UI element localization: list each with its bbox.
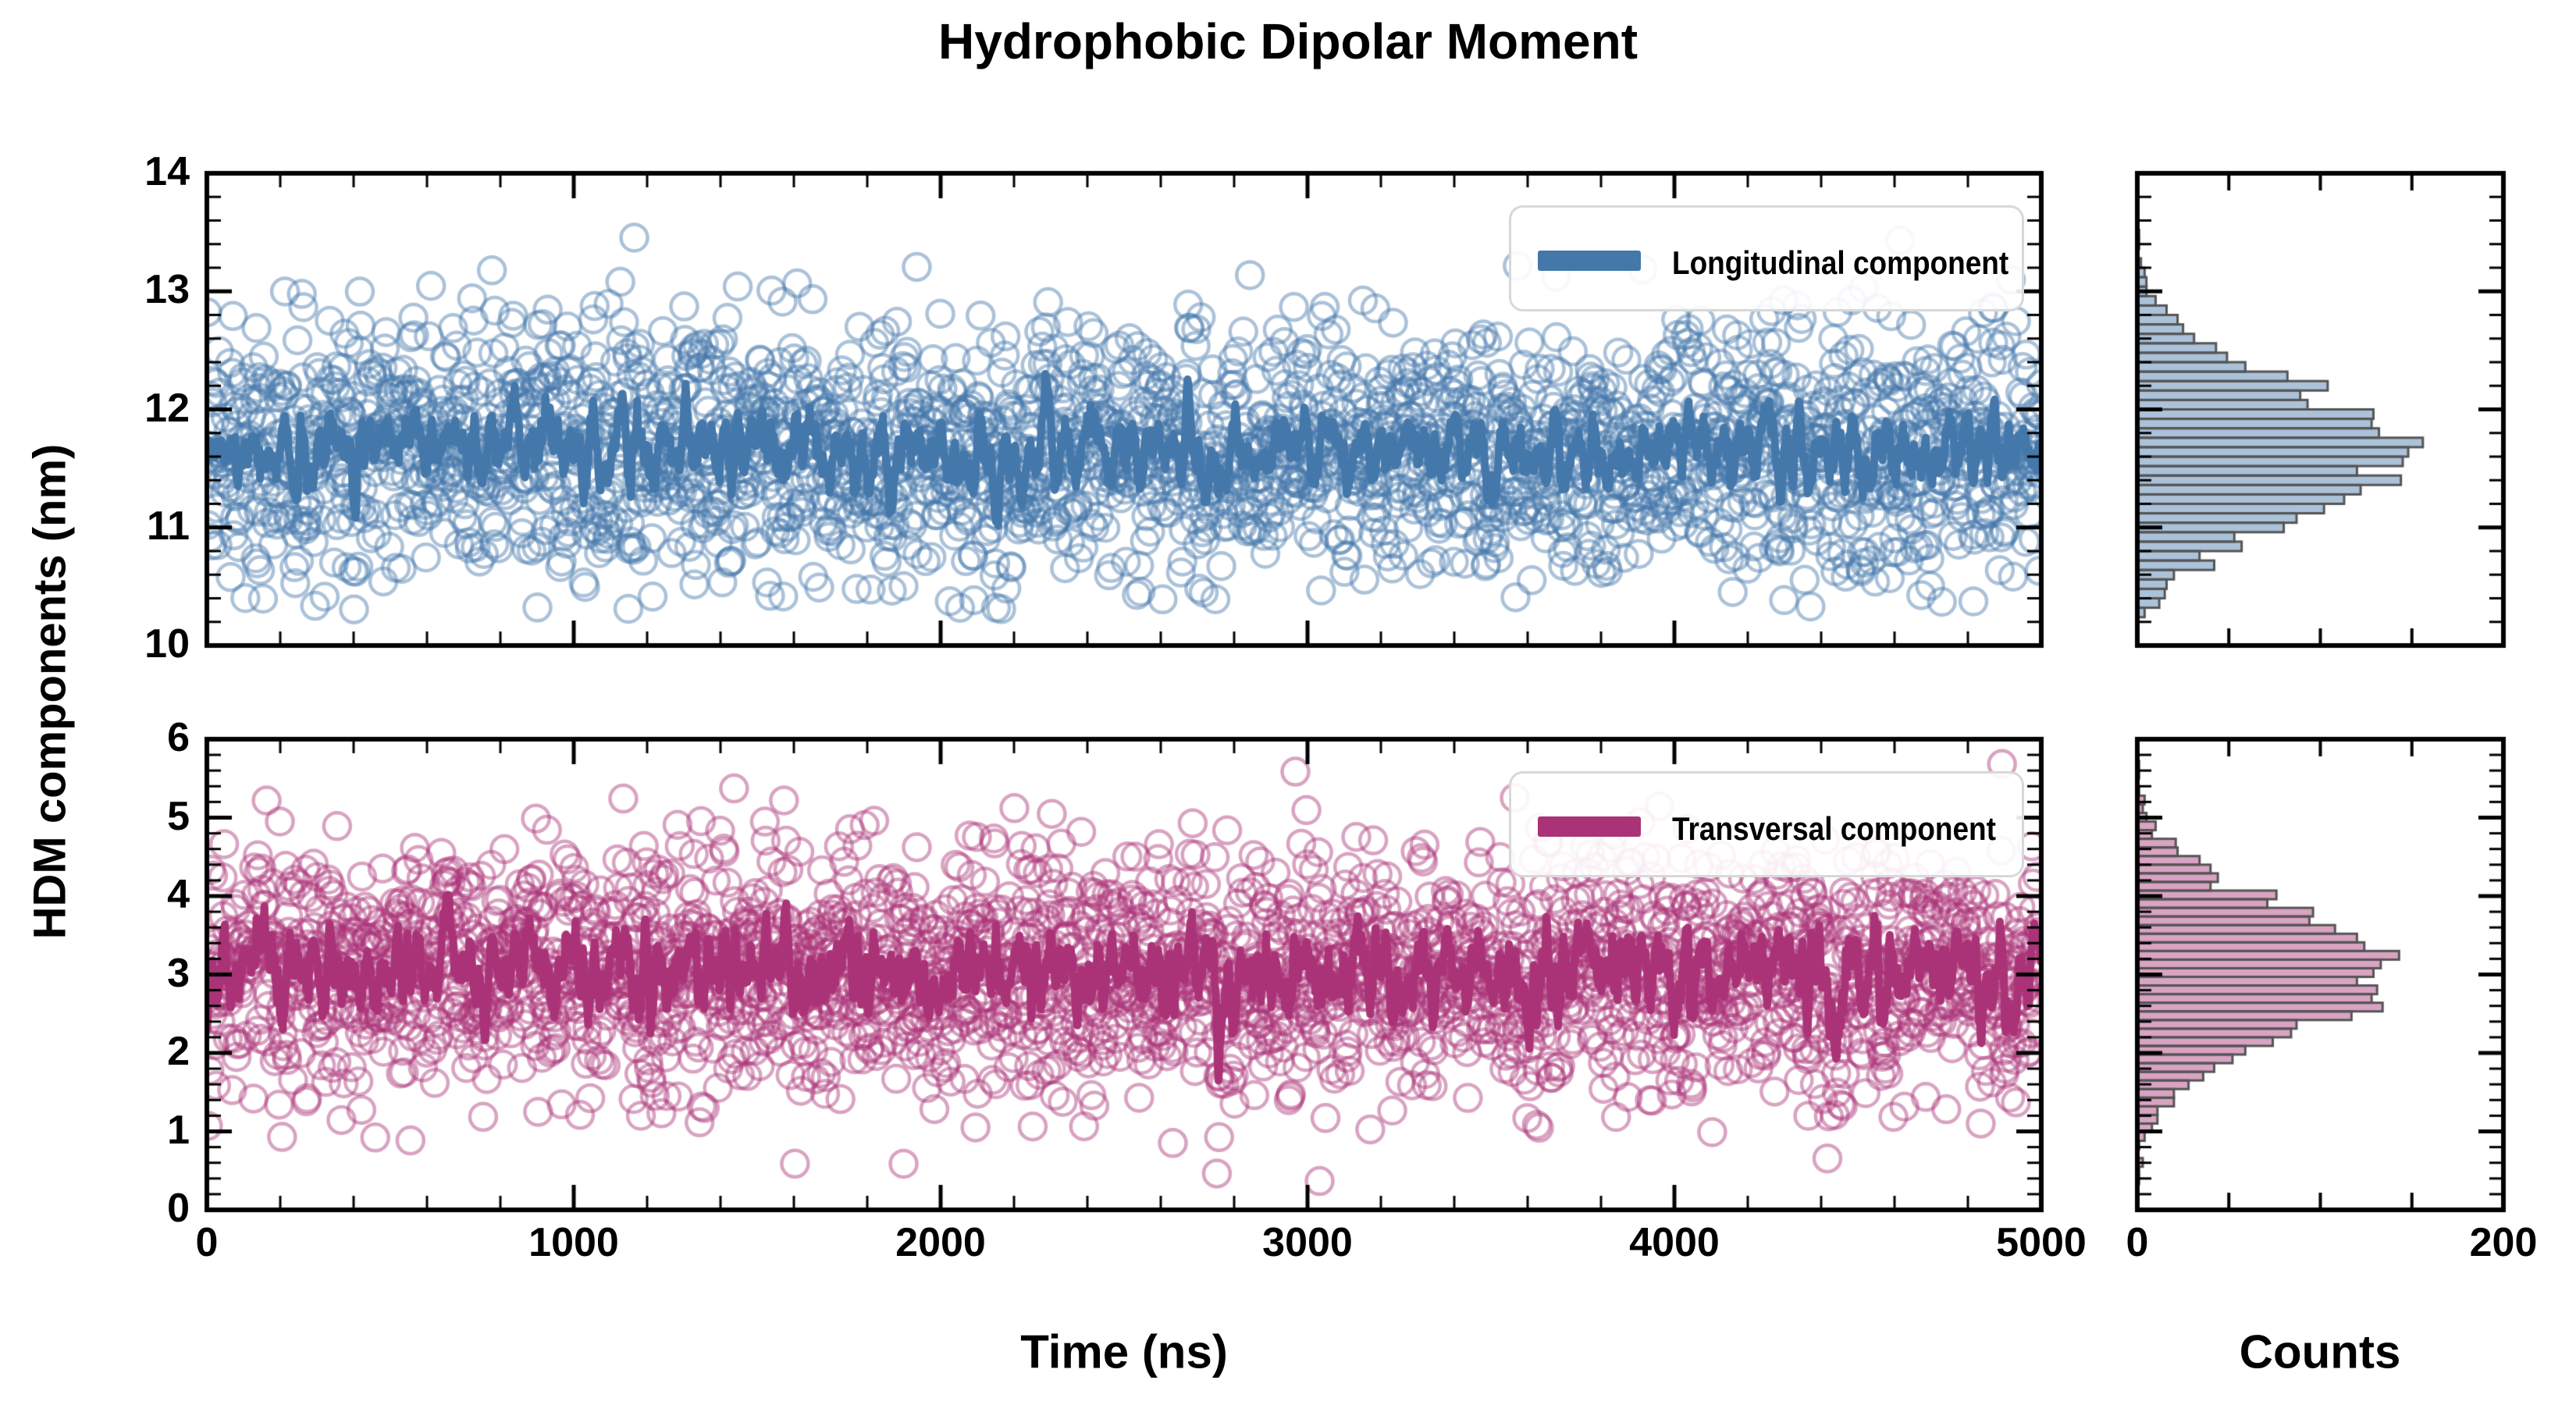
- x-tick-label: 4000: [1629, 1220, 1720, 1265]
- y-tick-label: 10: [144, 621, 190, 667]
- x-tick-label: 1000: [528, 1220, 619, 1265]
- y-tick-label: 3: [167, 950, 190, 996]
- x-tick-label: 2000: [895, 1220, 986, 1265]
- y-tick-label: 2: [167, 1029, 190, 1074]
- x-tick-label: 3000: [1262, 1220, 1353, 1265]
- x-tick-label: 0: [195, 1220, 219, 1265]
- chart-title: Hydrophobic Dipolar Moment: [938, 13, 1638, 69]
- y-tick-label: 4: [167, 872, 190, 917]
- legend-transversal: Transversal component: [1509, 771, 2024, 877]
- x-axis-label: Time (ns): [1020, 1325, 1228, 1378]
- legend-label-transversal: Transversal component: [1672, 810, 1996, 847]
- y-tick-label: 1: [167, 1107, 190, 1153]
- legend-label-longitudinal: Longitudinal component: [1672, 244, 2009, 281]
- y-tick-label: 13: [144, 267, 190, 313]
- y-tick-label: 11: [147, 503, 190, 549]
- legend-line-swatch-longitudinal: [1538, 251, 1641, 271]
- y-tick-label: 6: [167, 715, 190, 760]
- y-tick-label: 12: [144, 385, 190, 431]
- y-tick-label: 14: [144, 149, 190, 194]
- legend-line-swatch-transversal: [1538, 816, 1641, 837]
- x-tick-label: 5000: [1996, 1220, 2087, 1265]
- y-axis-label: HDM components (nm): [24, 443, 76, 940]
- counts-tick-label: 200: [2469, 1220, 2538, 1265]
- counts-axis-label: Counts: [2239, 1325, 2401, 1378]
- legend-longitudinal: Longitudinal component: [1509, 205, 2024, 311]
- y-tick-label: 5: [167, 793, 190, 839]
- y-tick-label: 0: [167, 1186, 190, 1231]
- counts-tick-label: 0: [2126, 1220, 2149, 1265]
